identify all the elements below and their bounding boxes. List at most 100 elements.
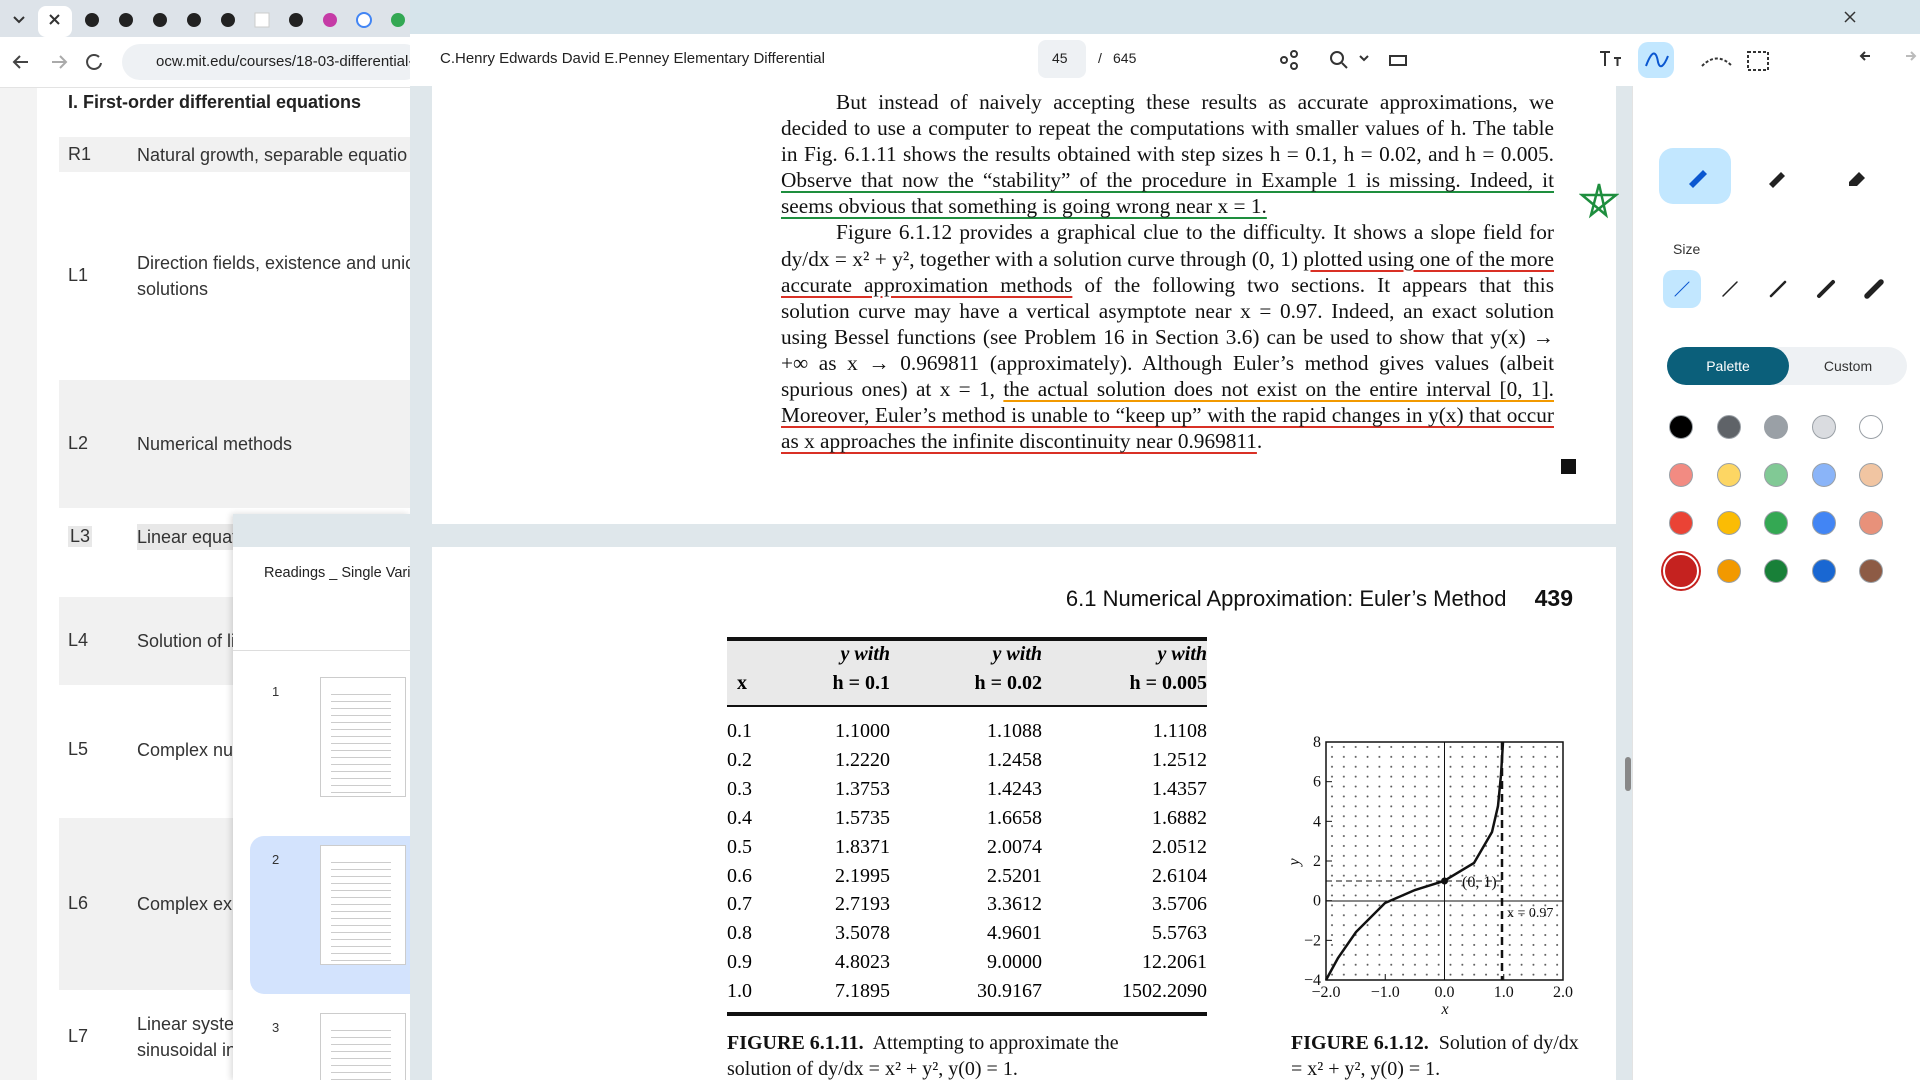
color-swatch[interactable] — [1811, 511, 1836, 535]
results-table: y with y with y with x h = 0.1 h = 0.02 h = 0.… — [727, 637, 1207, 1017]
color-swatch[interactable] — [1716, 559, 1741, 583]
color-swatch[interactable] — [1764, 415, 1788, 439]
row-title[interactable]: Natural growth, separable equatio — [137, 144, 408, 165]
y-tick-label: 6 — [1313, 774, 1321, 791]
color-swatch[interactable] — [1716, 415, 1741, 439]
table-cell: 0.1 — [727, 720, 752, 742]
color-swatch[interactable] — [1764, 511, 1788, 535]
table-cell: 1.2512 — [1152, 748, 1207, 771]
row-title[interactable]: solutions — [137, 279, 209, 299]
color-swatch[interactable] — [1859, 463, 1883, 487]
page-number[interactable]: 45 — [1052, 50, 1068, 66]
table-cell: 1.1108 — [1152, 720, 1207, 742]
table-cell: 3.3612 — [987, 893, 1042, 916]
row-title[interactable]: Linear syste — [137, 1013, 235, 1034]
color-swatch[interactable] — [1669, 463, 1693, 487]
point-label: (0, 1) — [1462, 874, 1497, 891]
thumb-number: 1 — [272, 684, 280, 699]
text-run: Observe that now the “stability” of the … — [781, 168, 1554, 219]
header-cell: x — [737, 672, 747, 694]
pdf-page: But instead of naively accepting these r… — [432, 86, 1619, 524]
y-tick-label: 4 — [1313, 813, 1321, 830]
table-cell: 0.3 — [727, 777, 752, 800]
table-cell: 1.2458 — [987, 748, 1042, 771]
text-run: of the following two sections. It appear… — [781, 272, 1554, 402]
row-title[interactable]: Direction fields, existence and unic — [137, 253, 410, 273]
table-cell: 2.5201 — [987, 864, 1042, 887]
course-row — [59, 137, 410, 172]
caption-text: Attempting to approximate the solution o… — [727, 1032, 1119, 1080]
course-row — [59, 380, 410, 508]
paragraph: Figure 6.1.12 provides a graphical clue … — [781, 219, 1554, 454]
table-cell: 30.9167 — [977, 980, 1042, 1003]
color-swatch[interactable] — [1716, 511, 1741, 535]
table-cell: 1.8371 — [835, 835, 890, 858]
thumb-page[interactable] — [320, 845, 406, 965]
table-cell: 0.9 — [727, 951, 752, 974]
color-swatch[interactable] — [1811, 463, 1836, 487]
color-swatch[interactable] — [1764, 463, 1788, 487]
panel-title: Readings _ Single Varia — [264, 565, 410, 581]
y-tick-label: −4 — [1304, 972, 1321, 989]
end-mark — [1561, 459, 1576, 474]
y-tick-label: 0 — [1313, 893, 1321, 910]
color-swatch[interactable] — [1859, 511, 1883, 535]
thumbnail-panel: Readings _ Single Varia 1 2 3 — [233, 514, 410, 1080]
omnibox[interactable] — [122, 44, 410, 80]
text-run: Figure 6.1.12 provides a graphical clue … — [781, 220, 1554, 271]
divider — [233, 650, 410, 651]
row-title[interactable]: Numerical methods — [137, 434, 293, 454]
thumb-number: 2 — [272, 852, 280, 867]
header-cell: y with — [840, 643, 890, 665]
header-shade — [727, 641, 1207, 705]
table-cell: 1.4357 — [1152, 777, 1207, 800]
tool-buttons[interactable] — [1633, 86, 1920, 326]
table-cell: 4.8023 — [835, 951, 890, 974]
page-box[interactable] — [1038, 40, 1086, 78]
color-swatch[interactable] — [1716, 463, 1741, 487]
table-cell: 12.2061 — [1142, 951, 1207, 974]
toolbar-icons[interactable] — [870, 34, 1920, 86]
color-swatch[interactable] — [1811, 559, 1836, 583]
header-cell: y with — [992, 643, 1042, 665]
table-cell: 0.8 — [727, 922, 752, 945]
table-cell: 1.6658 — [987, 806, 1042, 829]
section-title: I. First-order differential equations — [68, 92, 362, 112]
table-caption: FIGURE 6.1.11. Attempting to approximate… — [727, 1030, 1167, 1080]
color-swatch[interactable] — [1669, 511, 1693, 535]
row-title[interactable]: Complex nu — [137, 740, 234, 760]
row-title[interactable]: sinusoidal in — [137, 1039, 237, 1060]
tab[interactable]: Custom — [1823, 358, 1873, 374]
row-title[interactable]: Solution of li — [137, 631, 236, 651]
text-run: . — [1256, 429, 1263, 454]
y-axis-label: y — [1286, 858, 1303, 868]
thumb-page[interactable] — [320, 677, 406, 797]
page-count: 645 — [1113, 50, 1137, 66]
color-swatch[interactable] — [1811, 415, 1836, 439]
color-swatch[interactable] — [1663, 553, 1699, 589]
header-cell: h = 0.1 — [832, 672, 890, 694]
thumb-page[interactable] — [320, 1013, 406, 1080]
text-run: But instead of naively accepting these r… — [781, 90, 1554, 167]
color-swatch[interactable] — [1859, 559, 1883, 583]
color-swatch[interactable] — [1764, 559, 1788, 583]
color-swatch[interactable] — [1859, 415, 1883, 439]
row-title[interactable]: Complex exp — [137, 894, 243, 914]
x-tick-label: 2.0 — [1553, 984, 1573, 1001]
table-cell: 7.1895 — [835, 980, 890, 1003]
text-run: Moreover, Euler’s method is unable to “k… — [781, 403, 1554, 454]
color-swatch[interactable] — [1669, 415, 1693, 439]
window-controls[interactable] — [1820, 0, 1920, 34]
pdf-viewer: C.Henry Edwards David E.Penney Elementar… — [410, 0, 1920, 1080]
rule — [727, 637, 1207, 641]
url[interactable]: ocw.mit.edu/courses/18-03-differential-e — [156, 53, 410, 70]
rule — [727, 705, 1207, 707]
running-head-section: 6.1 Numerical Approximation: Euler’s Met… — [1065, 586, 1507, 611]
page-separator: / — [1098, 50, 1102, 66]
gutter — [0, 88, 37, 1080]
row-title[interactable]: Linear equat — [137, 524, 238, 550]
table-cell: 0.6 — [727, 864, 752, 887]
scrollbar[interactable] — [1625, 757, 1631, 791]
y-tick-label: 8 — [1313, 734, 1321, 751]
tab[interactable]: Palette — [1706, 358, 1750, 374]
